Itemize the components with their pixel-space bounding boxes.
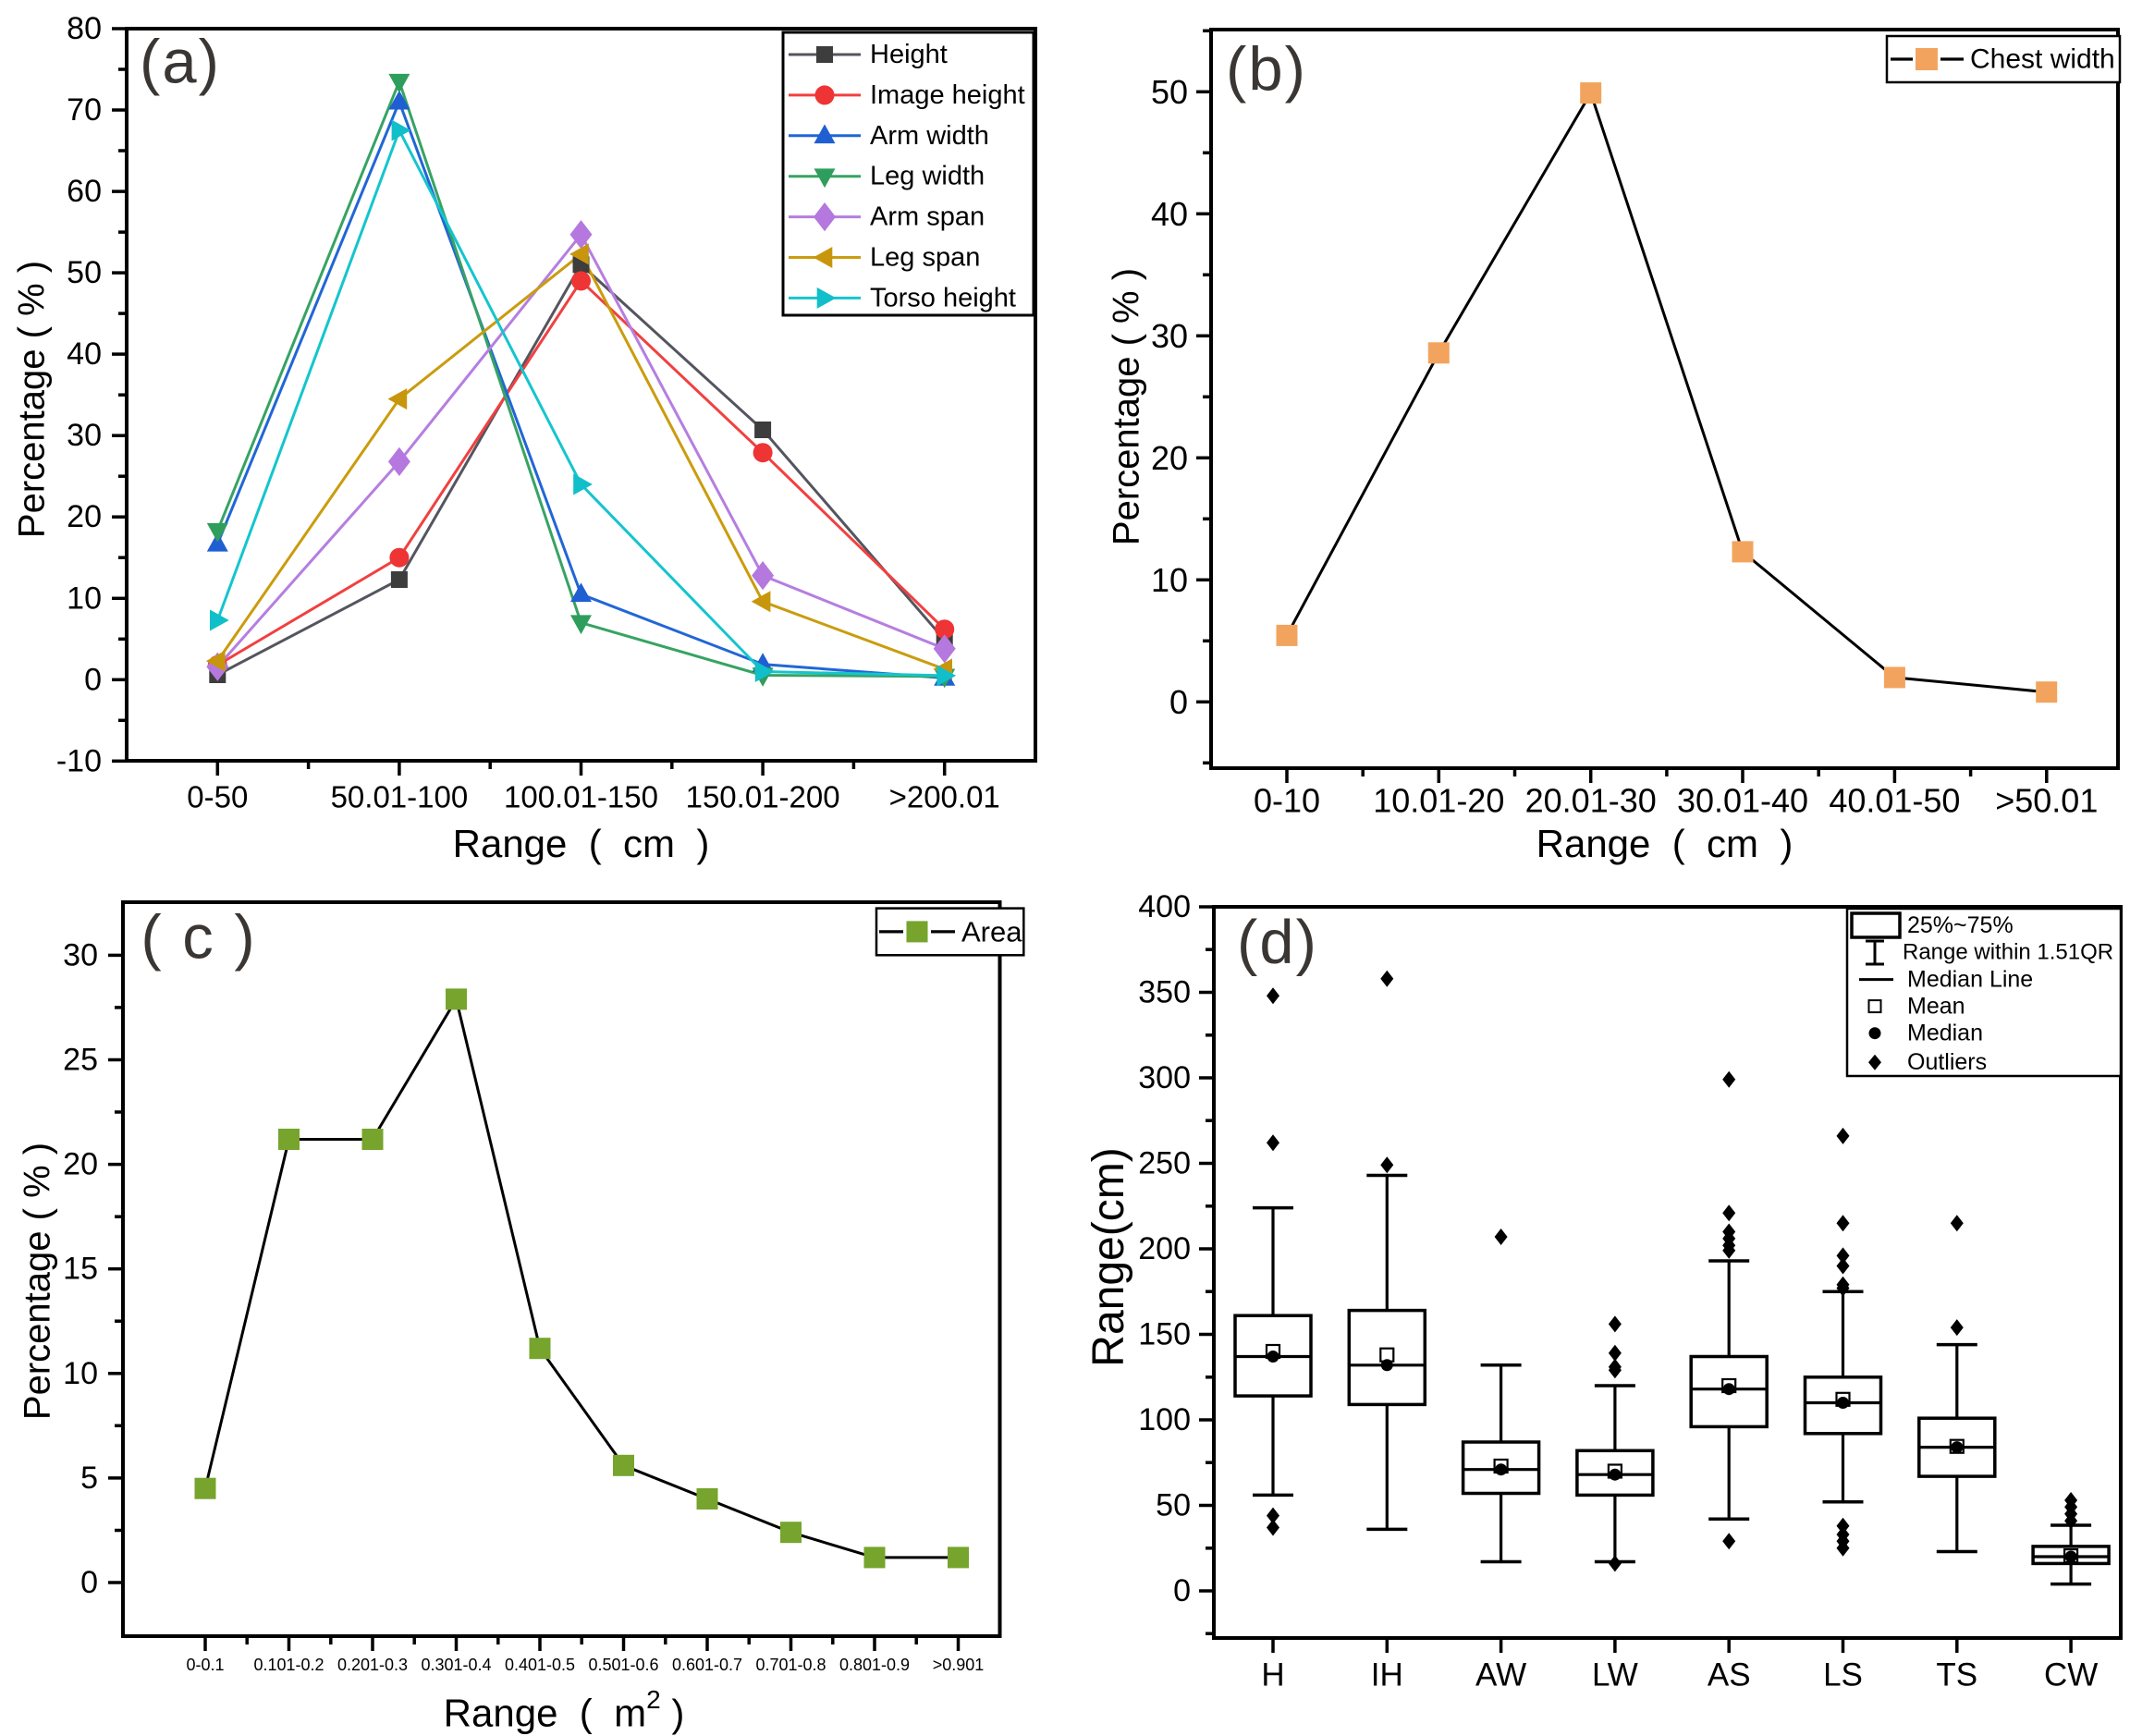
svg-text:0.101-0.2: 0.101-0.2	[253, 1656, 324, 1674]
svg-text:IH: IH	[1371, 1657, 1403, 1693]
svg-text:5: 5	[80, 1461, 98, 1496]
svg-text:Height: Height	[870, 40, 948, 69]
svg-text:Area: Area	[961, 915, 1022, 947]
svg-text:40: 40	[1151, 195, 1188, 233]
svg-text:25: 25	[63, 1043, 98, 1078]
svg-text:0-0.1: 0-0.1	[186, 1656, 224, 1674]
svg-text:Percentage ( % ): Percentage ( % )	[18, 1143, 58, 1420]
svg-text:Arm span: Arm span	[870, 202, 985, 232]
svg-text:20.01-30: 20.01-30	[1525, 782, 1657, 820]
svg-text:0.301-0.4: 0.301-0.4	[421, 1656, 491, 1674]
svg-text:Leg span: Leg span	[870, 243, 980, 273]
svg-text:10: 10	[1151, 561, 1188, 599]
svg-text:0: 0	[1173, 1573, 1191, 1608]
svg-text:0: 0	[84, 662, 102, 697]
svg-text:CW: CW	[2044, 1657, 2098, 1693]
svg-text:25%~75%: 25%~75%	[1907, 912, 2014, 938]
svg-text:150: 150	[1138, 1317, 1191, 1352]
svg-text:0.601-0.7: 0.601-0.7	[672, 1656, 742, 1674]
svg-text:Mean: Mean	[1907, 994, 1965, 1020]
svg-text:400: 400	[1138, 889, 1191, 924]
svg-text:150.01-200: 150.01-200	[686, 780, 840, 814]
svg-text:20: 20	[67, 499, 102, 534]
svg-text:40.01-50: 40.01-50	[1829, 782, 1960, 820]
svg-text:(b): (b)	[1226, 35, 1307, 104]
svg-text:LW: LW	[1592, 1657, 1638, 1693]
svg-text:0.501-0.6: 0.501-0.6	[588, 1656, 658, 1674]
svg-text:60: 60	[67, 174, 102, 209]
svg-text:Arm width: Arm width	[870, 121, 989, 151]
svg-text:10: 10	[67, 581, 102, 616]
svg-text:50: 50	[1156, 1488, 1191, 1523]
svg-text:LS: LS	[1823, 1657, 1863, 1693]
svg-text:-10: -10	[56, 743, 102, 778]
svg-text:Median Line: Median Line	[1907, 967, 2033, 993]
svg-text:Image height: Image height	[870, 80, 1025, 110]
svg-text:Range ( cm ): Range ( cm )	[453, 822, 710, 865]
svg-text:H: H	[1261, 1657, 1284, 1693]
svg-text:20: 20	[63, 1147, 98, 1182]
svg-text:(d): (d)	[1237, 908, 1318, 977]
svg-text:10: 10	[63, 1356, 98, 1391]
svg-text:0: 0	[1169, 683, 1188, 721]
svg-text:AW: AW	[1475, 1657, 1526, 1693]
svg-text:10.01-20: 10.01-20	[1373, 782, 1504, 820]
svg-text:(a): (a)	[140, 28, 221, 97]
svg-text:Percentage ( % ): Percentage ( % )	[1107, 268, 1147, 545]
svg-text:Median: Median	[1907, 1021, 1983, 1046]
svg-text:100: 100	[1138, 1402, 1191, 1437]
svg-text:Range ( cm ): Range ( cm )	[1536, 822, 1793, 865]
svg-text:Outliers: Outliers	[1907, 1049, 1987, 1075]
svg-text:>0.901: >0.901	[933, 1656, 985, 1674]
svg-text:250: 250	[1138, 1146, 1191, 1181]
svg-text:100.01-150: 100.01-150	[504, 780, 658, 814]
svg-text:50.01-100: 50.01-100	[331, 780, 469, 814]
svg-text:Range within 1.51QR: Range within 1.51QR	[1903, 940, 2113, 965]
svg-text:( c ): ( c )	[141, 903, 256, 972]
svg-text:0.801-0.9: 0.801-0.9	[839, 1656, 910, 1674]
svg-text:0: 0	[80, 1565, 98, 1600]
svg-text:350: 350	[1138, 975, 1191, 1010]
svg-text:30: 30	[1151, 317, 1188, 355]
svg-text:Torso height: Torso height	[870, 283, 1016, 312]
svg-text:40: 40	[67, 336, 102, 372]
svg-text:Range ( m2 ): Range ( m2 )	[444, 1685, 685, 1735]
svg-text:Chest width: Chest width	[1970, 44, 2115, 75]
svg-text:Percentage ( % ): Percentage ( % )	[12, 261, 53, 538]
svg-text:AS: AS	[1708, 1657, 1751, 1693]
svg-text:30: 30	[67, 418, 102, 453]
svg-text:>50.01: >50.01	[1995, 782, 2098, 820]
svg-text:Leg width: Leg width	[870, 162, 985, 191]
svg-text:0-10: 0-10	[1254, 782, 1320, 820]
svg-text:0.701-0.8: 0.701-0.8	[755, 1656, 826, 1674]
svg-text:200: 200	[1138, 1231, 1191, 1266]
svg-text:20: 20	[1151, 439, 1188, 477]
svg-text:15: 15	[63, 1252, 98, 1287]
svg-text:TS: TS	[1936, 1657, 1977, 1693]
svg-text:0.401-0.5: 0.401-0.5	[505, 1656, 575, 1674]
svg-text:0.201-0.3: 0.201-0.3	[337, 1656, 408, 1674]
svg-text:>200.01: >200.01	[889, 780, 1000, 814]
svg-text:80: 80	[67, 11, 102, 46]
svg-text:0-50: 0-50	[187, 780, 248, 814]
svg-text:300: 300	[1138, 1060, 1191, 1095]
svg-text:Range(cm): Range(cm)	[1084, 1147, 1133, 1366]
svg-text:30.01-40: 30.01-40	[1677, 782, 1808, 820]
svg-text:50: 50	[67, 255, 102, 290]
svg-text:70: 70	[67, 92, 102, 128]
svg-text:30: 30	[63, 937, 98, 972]
svg-text:50: 50	[1151, 73, 1188, 111]
